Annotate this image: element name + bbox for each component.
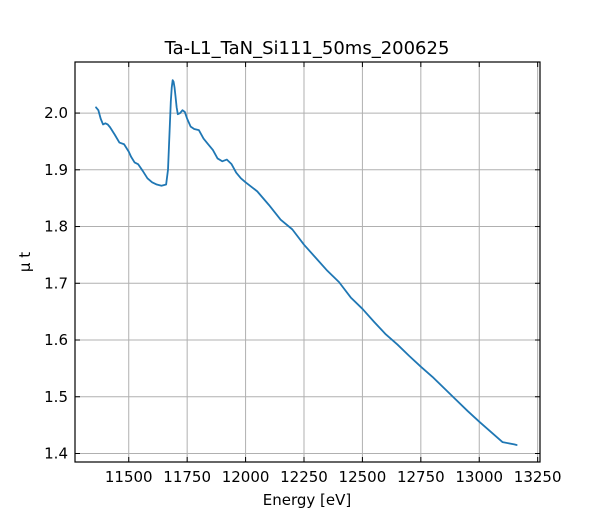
x-tick-label: 13250 (514, 468, 562, 486)
y-tick-label: 1.8 (44, 218, 68, 236)
y-tick-label: 1.9 (44, 161, 68, 179)
x-tick-label: 12250 (280, 468, 328, 486)
series-line (95, 79, 518, 446)
y-tick-label: 1.7 (44, 274, 68, 292)
axis-ticks: 11500 11750 12000 12250 12500 12750 13000 13250… (44, 62, 562, 486)
x-axis-label: Energy [eV] (263, 491, 351, 509)
y-tick-label: 2.0 (44, 104, 68, 122)
plot-area (95, 79, 518, 446)
x-tick-label: 12500 (339, 468, 387, 486)
x-tick-label: 12000 (222, 468, 270, 486)
x-tick-label: 13000 (455, 468, 503, 486)
grid (75, 62, 540, 462)
y-tick-label: 1.4 (44, 444, 68, 462)
chart-title: Ta-L1_TaN_Si111_50ms_200625 (164, 38, 450, 59)
y-tick-label: 1.6 (44, 331, 68, 349)
x-tick-label: 11750 (163, 468, 211, 486)
x-tick-label: 12750 (397, 468, 445, 486)
y-axis-label: μ t (16, 252, 34, 272)
x-tick-label: 11500 (105, 468, 153, 486)
axes-frame (74, 61, 541, 463)
y-tick-label: 1.5 (44, 388, 68, 406)
